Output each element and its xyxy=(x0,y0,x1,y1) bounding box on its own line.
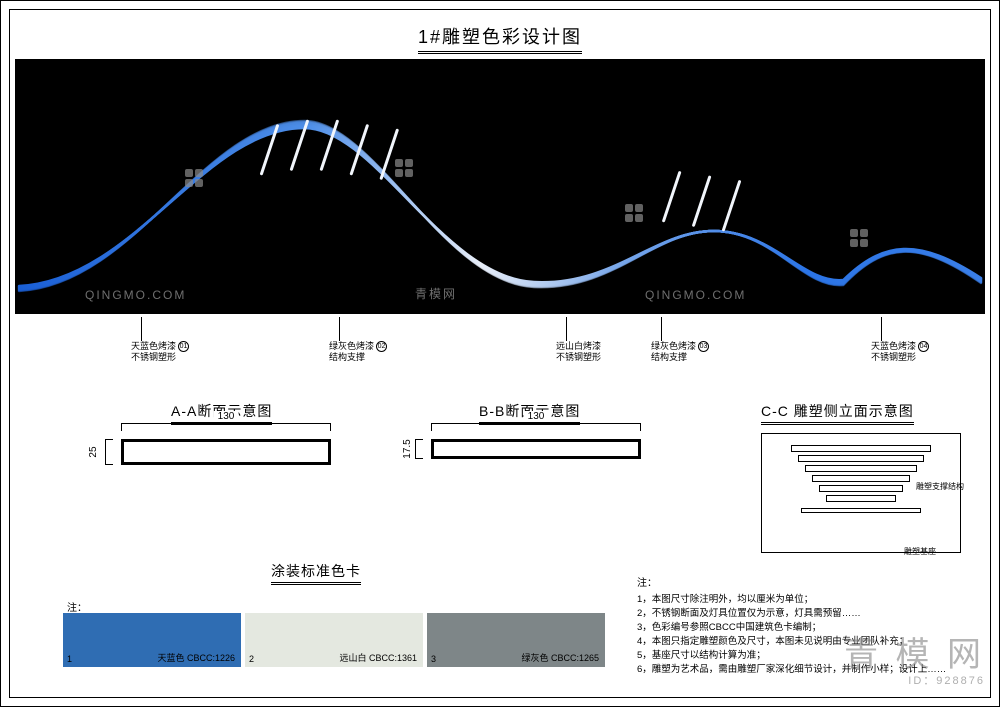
subtitle-c: C-C 雕塑侧立面示意图 xyxy=(761,401,914,425)
section-b-bar xyxy=(431,439,641,459)
dim-b-width: 130 xyxy=(431,423,641,431)
note-item: 3，色彩编号参照CBCC中国建筑色卡编制； xyxy=(637,621,987,635)
main-title: 1#雕塑色彩设计图 xyxy=(1,23,999,54)
note-item: 2，不锈钢断面及灯具位置仅为示意，灯具需预留…… xyxy=(637,607,987,621)
cc-elevation: 雕塑支撑结构 雕塑基座 xyxy=(761,433,961,553)
notes-head: 注： xyxy=(637,577,987,591)
wm-right: QINGMO.COM xyxy=(645,288,746,302)
cc-row xyxy=(798,455,924,462)
dim-a-height-val: 25 xyxy=(88,446,99,457)
cc-row xyxy=(805,465,917,472)
note-item: 5，基座尺寸以结构计算为准； xyxy=(637,649,987,663)
color-swatch: 1天蓝色 CBCC:1226 xyxy=(63,613,241,667)
dim-b-height: 17.5 xyxy=(415,439,423,459)
big-watermark-id: ID：928876 xyxy=(908,672,985,688)
swatch-row: 1天蓝色 CBCC:12262远山白 CBCC:13613绿灰色 CBCC:12… xyxy=(63,613,605,667)
dim-a-height: 25 xyxy=(105,439,113,465)
dim-a-width: 130 xyxy=(121,423,331,431)
notes-block: 注： 1，本图尺寸除注明外，均以厘米为单位；2，不锈钢断面及灯具位置仅为示意，灯… xyxy=(637,577,987,677)
cc-row xyxy=(826,495,896,502)
section-b: 130 17.5 xyxy=(431,439,641,459)
hero-render: QINGMO.COM 青模网 QINGMO.COM xyxy=(15,59,985,314)
cc-row xyxy=(812,475,910,482)
dim-b-height-val: 17.5 xyxy=(402,439,413,458)
cc-row xyxy=(819,485,903,492)
callout: 天蓝色烤漆04不锈钢塑形 xyxy=(871,341,929,363)
callout: 远山白烤漆不锈钢塑形 xyxy=(556,341,601,363)
wm-left: QINGMO.COM xyxy=(85,288,186,302)
swatch-note: 注： xyxy=(67,599,87,614)
section-a-bar xyxy=(121,439,331,465)
section-a: 130 25 xyxy=(121,439,331,465)
notes-list: 1，本图尺寸除注明外，均以厘米为单位；2，不锈钢断面及灯具位置仅为示意，灯具需预… xyxy=(637,593,987,677)
callout: 绿灰色烤漆02结构支撑 xyxy=(329,341,387,363)
dim-a-width-val: 130 xyxy=(214,411,239,422)
note-item: 1，本图尺寸除注明外，均以厘米为单位； xyxy=(637,593,987,607)
dim-b-width-val: 130 xyxy=(524,411,549,422)
color-swatch: 2远山白 CBCC:1361 xyxy=(245,613,423,667)
main-title-text: 1#雕塑色彩设计图 xyxy=(418,23,582,54)
cc-row xyxy=(791,445,931,452)
cc-label-1: 雕塑支撑结构 xyxy=(916,482,964,491)
subtitle-swatch: 涂装标准色卡 xyxy=(271,561,361,585)
callout-row: 天蓝色烤漆01不锈钢塑形 绿灰色烤漆02结构支撑 远山白烤漆不锈钢塑形 绿灰色烤漆03… xyxy=(15,315,985,373)
hero-svg xyxy=(15,59,985,314)
note-item: 4，本图只指定雕塑颜色及尺寸，本图未见说明由专业团队补充； xyxy=(637,635,987,649)
callout: 天蓝色烤漆01不锈钢塑形 xyxy=(131,341,189,363)
callout: 绿灰色烤漆03结构支撑 xyxy=(651,341,709,363)
color-swatch: 3绿灰色 CBCC:1265 xyxy=(427,613,605,667)
wm-center: 青模网 xyxy=(415,285,457,302)
cc-base xyxy=(801,508,921,513)
cc-label-2: 雕塑基座 xyxy=(904,547,936,556)
